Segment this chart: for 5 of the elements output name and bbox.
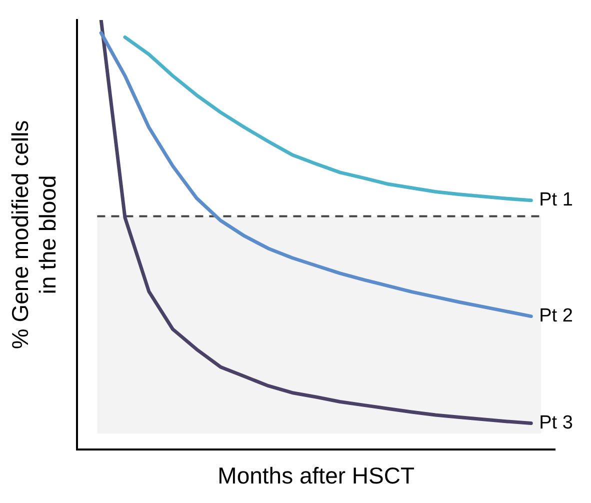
series-label: Pt 2 (539, 306, 573, 327)
y-axis-title: % Gene modified cells in the blood (7, 120, 61, 350)
series-label: Pt 1 (539, 190, 573, 211)
series-label: Pt 3 (539, 412, 573, 434)
x-axis-title: Months after HSCT (218, 462, 415, 489)
